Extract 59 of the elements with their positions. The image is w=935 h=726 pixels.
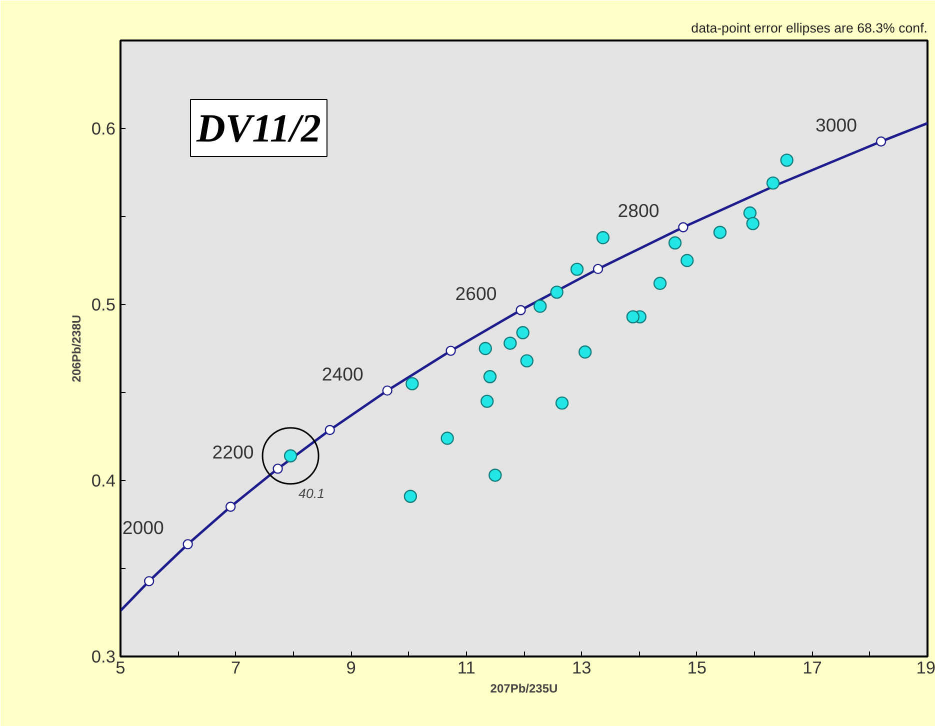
x-tick-label: 19 bbox=[916, 658, 935, 678]
point bbox=[668, 236, 682, 250]
point bbox=[324, 424, 335, 436]
x-tick-label: 15 bbox=[687, 658, 707, 678]
point bbox=[578, 345, 592, 359]
text: DV11/2 bbox=[196, 106, 321, 150]
point bbox=[488, 468, 502, 482]
point bbox=[272, 464, 283, 474]
point bbox=[144, 576, 154, 586]
point bbox=[555, 396, 569, 410]
y-tick-label: 0.3 bbox=[91, 646, 116, 666]
point bbox=[534, 300, 547, 313]
point bbox=[680, 254, 694, 268]
annotation: 3000 bbox=[816, 114, 858, 136]
point bbox=[713, 226, 727, 239]
point bbox=[480, 394, 494, 408]
point bbox=[520, 354, 534, 368]
annotation: 2400 bbox=[322, 364, 364, 385]
point bbox=[483, 370, 497, 384]
annotation: 2800 bbox=[618, 200, 660, 222]
point bbox=[596, 231, 610, 244]
annotation: 2000 bbox=[122, 517, 164, 538]
point bbox=[766, 176, 780, 190]
x-tick-label: 17 bbox=[802, 658, 822, 678]
x-tick-label: 7 bbox=[230, 658, 241, 678]
x-tick-label: 11 bbox=[457, 658, 476, 678]
point bbox=[516, 305, 526, 316]
annotation: 40.1 bbox=[298, 486, 324, 501]
x-tick-label: 5 bbox=[116, 658, 126, 678]
y-tick-label: 0.6 bbox=[91, 118, 116, 138]
point bbox=[550, 286, 564, 299]
point bbox=[876, 136, 886, 147]
point bbox=[653, 276, 667, 290]
point bbox=[382, 385, 392, 396]
point bbox=[626, 310, 640, 324]
point bbox=[504, 336, 517, 350]
point bbox=[182, 539, 193, 550]
point bbox=[678, 222, 688, 232]
point bbox=[404, 490, 418, 503]
x-tick-label: 9 bbox=[346, 658, 356, 678]
y-tick-label: 0.5 bbox=[91, 294, 116, 314]
point bbox=[406, 377, 419, 390]
point bbox=[226, 502, 236, 512]
point bbox=[570, 262, 584, 276]
text: data-point error ellipses are 68.3% conf. bbox=[691, 20, 928, 36]
point bbox=[478, 342, 492, 356]
point bbox=[746, 216, 760, 230]
y-tick-label: 0.4 bbox=[91, 470, 116, 490]
point bbox=[743, 206, 757, 220]
point bbox=[780, 154, 794, 167]
y-axis-title: 206Pb/238U bbox=[69, 314, 84, 382]
point bbox=[592, 264, 604, 274]
x-axis-title: 207Pb/235U bbox=[490, 682, 558, 696]
annotation: 2200 bbox=[212, 442, 254, 463]
annotation: 2600 bbox=[455, 283, 497, 304]
point bbox=[446, 346, 456, 356]
point bbox=[516, 326, 530, 340]
point bbox=[440, 432, 454, 445]
x-tick-label: 13 bbox=[572, 658, 592, 678]
